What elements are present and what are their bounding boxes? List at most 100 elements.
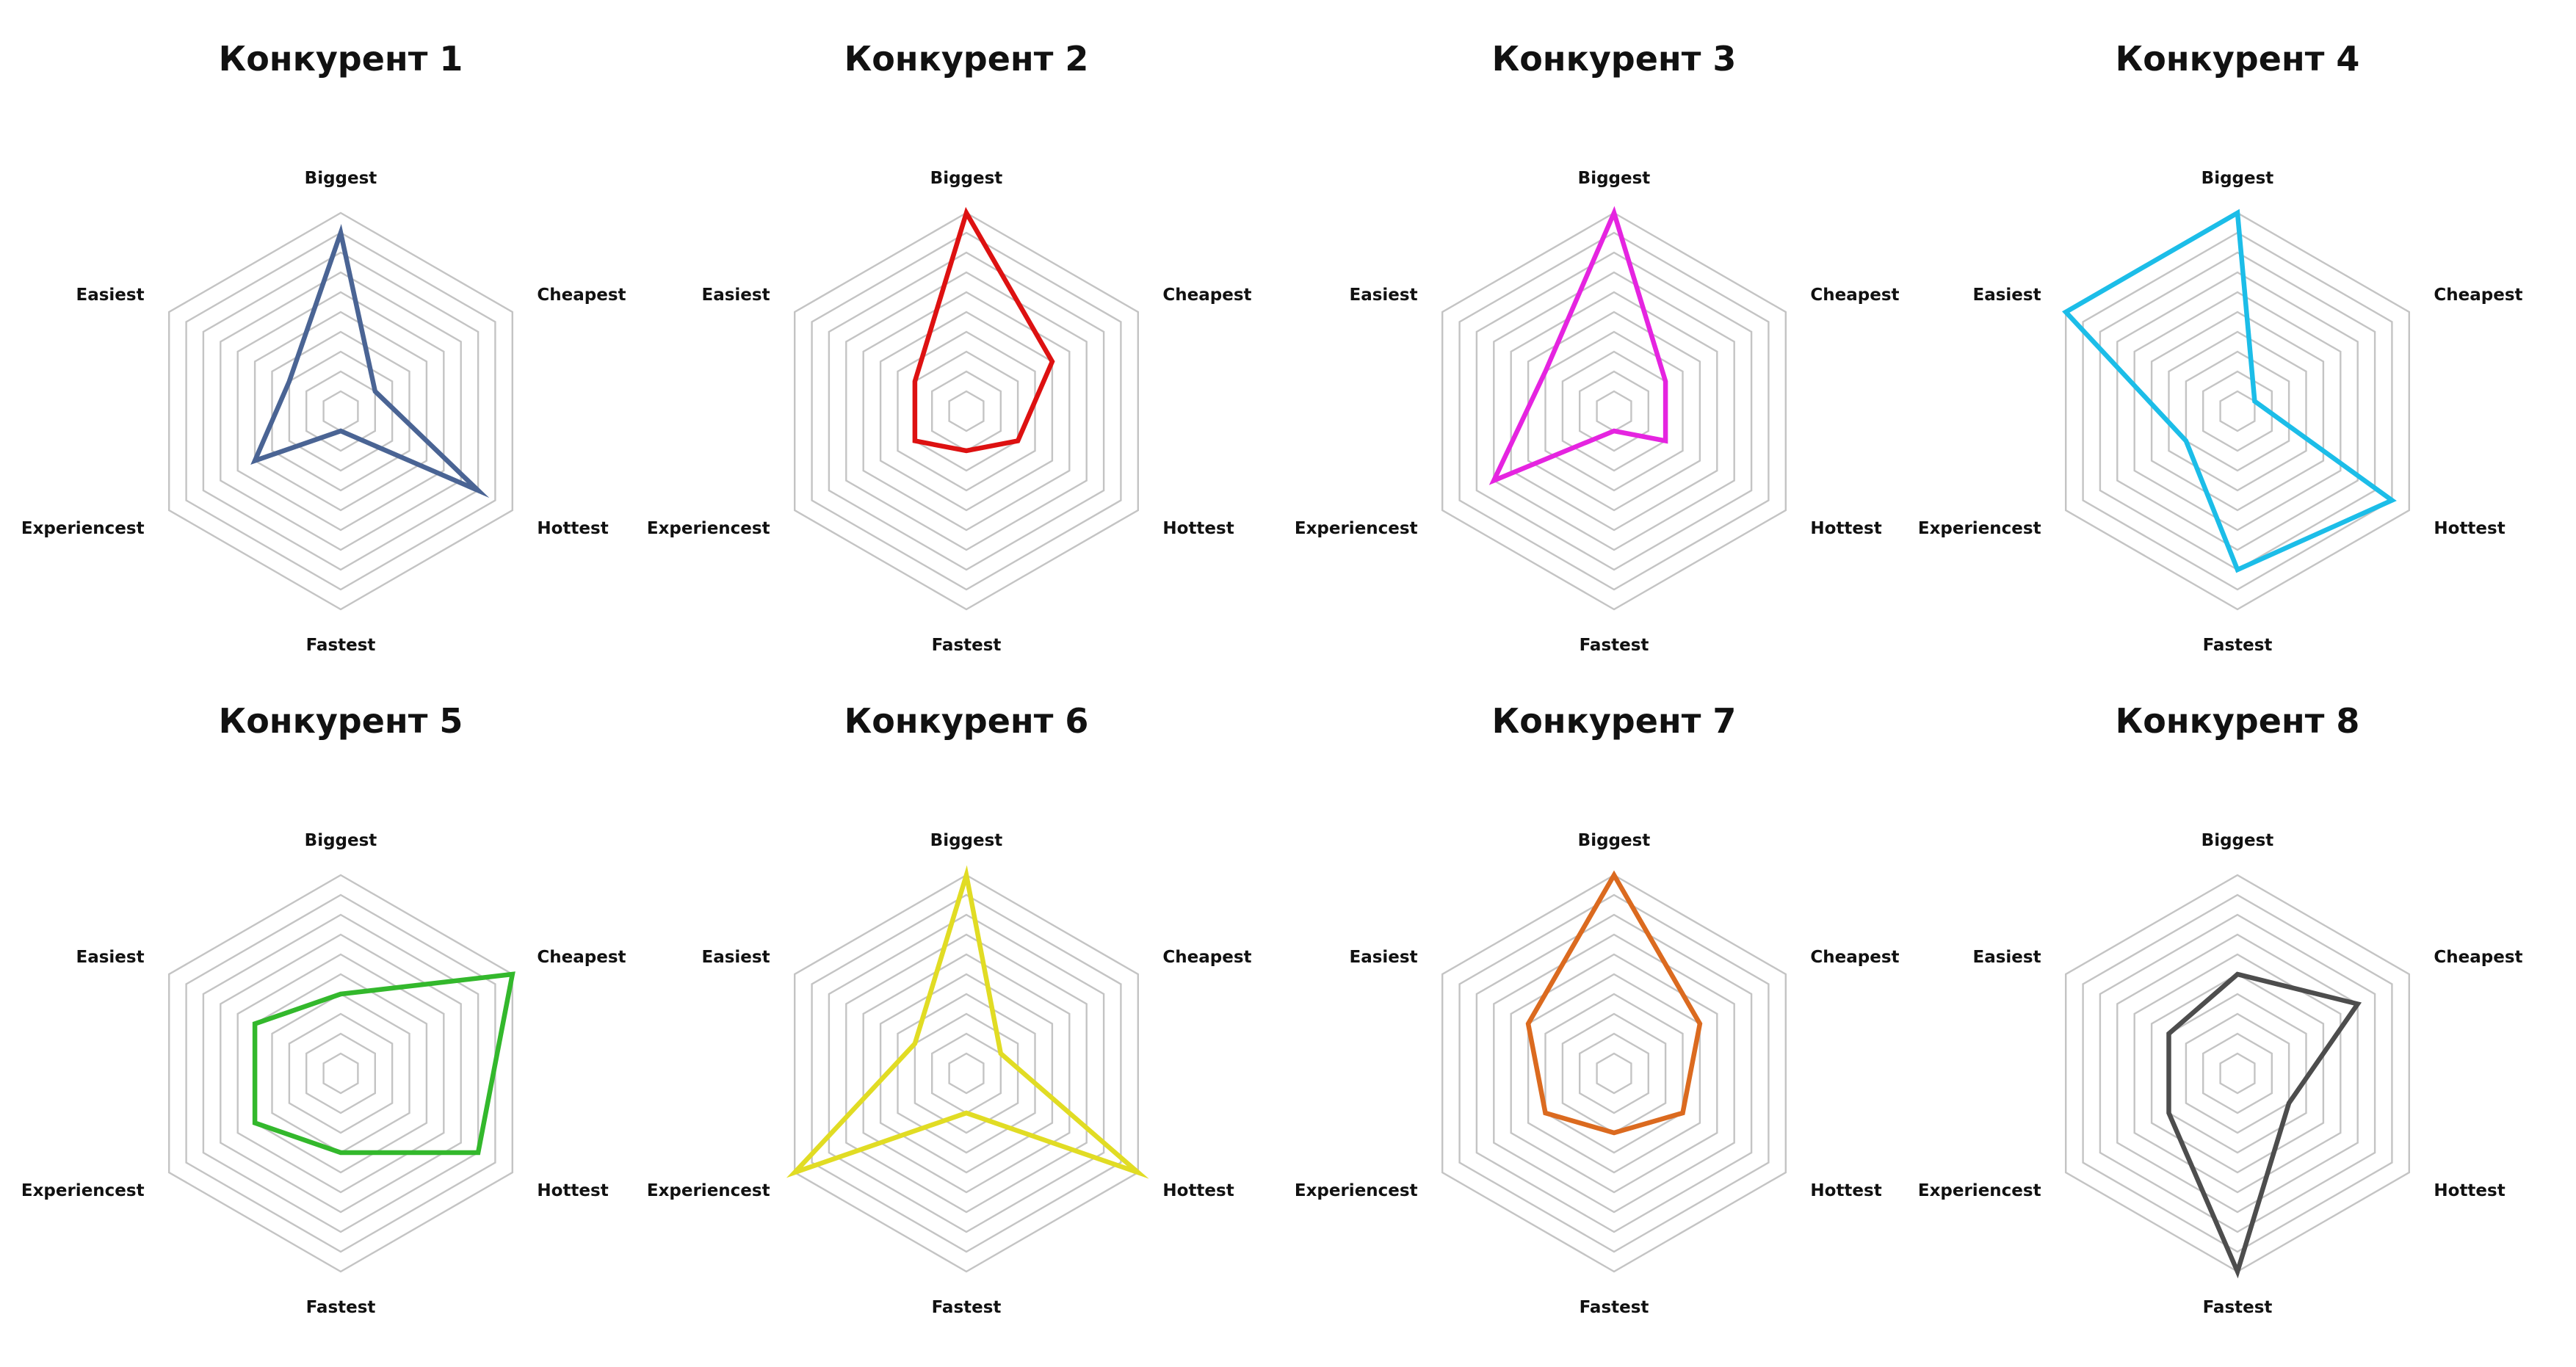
data-point-cheapest [1663, 380, 1668, 384]
radar-grid [167, 874, 513, 1273]
grid-ring-1 [948, 390, 985, 432]
series-polygon [2166, 971, 2362, 1279]
grid-ring-1 [1596, 390, 1632, 432]
grid-ring-9 [1458, 231, 1770, 591]
axis-label-hottest: Hottest [1810, 519, 1881, 538]
data-point-biggest [964, 211, 969, 215]
axis-label-fastest: Fastest [306, 1298, 376, 1317]
grid-ring-1 [948, 1052, 985, 1095]
radar-chart-3: Конкурент 3 Biggest Cheapest Hottest Fastest… [1295, 39, 1900, 655]
data-point-experiencest [1491, 479, 1496, 483]
data-point-cheapest [1698, 1022, 1702, 1026]
series-polygon [252, 971, 515, 1156]
data-point-experiencest [792, 1170, 797, 1175]
data-point-easiest [913, 380, 917, 384]
data-point-fastest [964, 449, 969, 453]
grid-ring-6 [1510, 291, 1718, 532]
data-point-easiest [287, 380, 292, 384]
data-point-easiest [913, 1042, 917, 1046]
grid-ring-6 [2133, 953, 2342, 1194]
axis-label-fastest: Fastest [306, 636, 376, 655]
data-point-hottest [2287, 1101, 2291, 1106]
data-point-experiencest [1544, 1111, 1548, 1115]
axis-label-fastest: Fastest [932, 1298, 1002, 1317]
series-polygon [786, 865, 1149, 1179]
grid-ring-8 [202, 913, 480, 1233]
axis-label-cheapest: Cheapest [1810, 948, 1899, 967]
grid-ring-3 [288, 350, 394, 472]
axis-label-biggest: Biggest [1578, 169, 1651, 188]
data-point-biggest [2235, 211, 2240, 215]
grid-ring-7 [845, 933, 1088, 1214]
data-point-fastest [339, 429, 343, 433]
axis-label-cheapest: Cheapest [2434, 948, 2522, 967]
data-point-experiencest [2184, 439, 2188, 443]
axis-label-hottest: Hottest [2434, 519, 2505, 538]
axis-label-hottest: Hottest [2434, 1181, 2505, 1200]
radar-chart-7: Конкурент 7 Biggest Cheapest Hottest Fastest… [1295, 701, 1900, 1317]
radar-grid [167, 211, 513, 611]
grid-ring-5 [2150, 311, 2325, 512]
data-point-biggest [2235, 972, 2240, 976]
axis-label-fastest: Fastest [932, 636, 1002, 655]
axis-label-experiencest: Experiencest [21, 519, 145, 538]
grid-ring-5 [879, 311, 1054, 512]
radar-chart-1: Конкурент 1 Biggest Cheapest Hottest Fastest… [21, 39, 626, 655]
axis-label-easiest: Easiest [76, 286, 145, 305]
grid-ring-10 [1441, 211, 1787, 611]
axis-label-easiest: Easiest [1350, 948, 1418, 967]
series-polygon [1525, 870, 1703, 1136]
grid-ring-10 [793, 874, 1140, 1273]
chart-title: Конкурент 5 [219, 701, 463, 741]
radar-chart-8: Конкурент 8 Biggest Cheapest Hottest Fastest… [1918, 701, 2523, 1317]
grid-ring-8 [2099, 913, 2376, 1233]
chart-title: Конкурент 4 [2116, 39, 2360, 79]
grid-ring-9 [2082, 893, 2393, 1253]
grid-ring-4 [1544, 993, 1684, 1154]
axis-label-hottest: Hottest [1162, 519, 1234, 538]
grid-ring-6 [236, 291, 445, 532]
axis-label-easiest: Easiest [76, 948, 145, 967]
data-point-cheapest [373, 389, 377, 394]
grid-ring-9 [185, 231, 496, 591]
data-point-easiest [2063, 310, 2068, 314]
data-point-fastest [964, 1111, 969, 1115]
chart-title: Конкурент 7 [1492, 701, 1737, 741]
axis-label-easiest: Easiest [702, 948, 770, 967]
data-point-biggest [1612, 873, 1616, 877]
data-point-fastest [2235, 1269, 2240, 1274]
grid-ring-9 [811, 893, 1122, 1253]
radar-grid [793, 874, 1140, 1273]
axis-label-easiest: Easiest [702, 286, 770, 305]
data-point-hottest [2389, 498, 2394, 503]
axis-label-biggest: Biggest [305, 169, 377, 188]
axis-label-experiencest: Experiencest [1918, 519, 2041, 538]
data-point-biggest [1612, 211, 1616, 215]
grid-ring-1 [2219, 1052, 2256, 1095]
grid-ring-6 [2133, 291, 2342, 532]
axis-label-biggest: Biggest [2201, 169, 2274, 188]
grid-ring-4 [271, 993, 410, 1154]
chart-title: Конкурент 2 [844, 39, 1089, 79]
chart-title: Конкурент 8 [2116, 701, 2360, 741]
grid-ring-9 [185, 893, 496, 1253]
grid-ring-5 [253, 311, 428, 512]
series-polygon [1488, 206, 1668, 485]
axis-label-experiencest: Experiencest [1295, 519, 1418, 538]
grid-ring-7 [1493, 933, 1735, 1214]
grid-ring-6 [862, 953, 1071, 1194]
data-point-experiencest [913, 439, 917, 443]
data-point-fastest [1612, 429, 1616, 433]
grid-ring-2 [1578, 1032, 1650, 1114]
grid-ring-3 [1561, 350, 1667, 472]
grid-ring-4 [897, 993, 1036, 1154]
axis-label-fastest: Fastest [2203, 1298, 2273, 1317]
axis-label-cheapest: Cheapest [537, 286, 626, 305]
grid-ring-3 [288, 1012, 394, 1134]
data-point-experiencest [2167, 1111, 2171, 1115]
grid-ring-8 [828, 251, 1105, 571]
data-point-cheapest [1050, 360, 1054, 364]
grid-ring-1 [322, 390, 359, 432]
grid-ring-7 [845, 271, 1088, 551]
